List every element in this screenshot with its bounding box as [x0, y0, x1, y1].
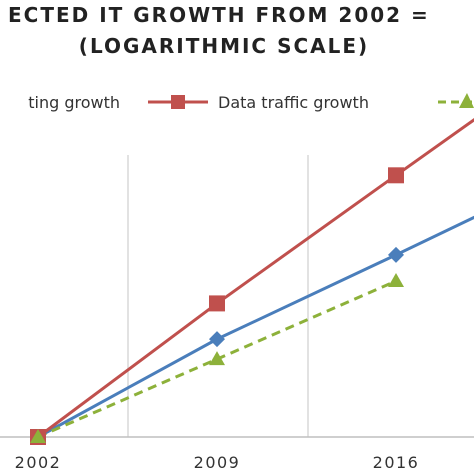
series-line-2: [37, 118, 474, 439]
x-tick-label-2016: 2016: [373, 453, 420, 472]
legend-label-series-1: ting growth: [28, 93, 120, 112]
x-axis-tick-labels: 2002 2009 2016: [15, 453, 420, 472]
chart-title-line1: ECTED IT GROWTH FROM 2002 =: [8, 3, 430, 27]
series-1-point-2009: [209, 331, 225, 348]
legend-marker-series-2: [171, 95, 185, 109]
x-tick-label-2009: 2009: [194, 453, 241, 472]
series-2-point-2009: [209, 295, 225, 312]
series-1-point-2016: [388, 246, 404, 263]
chart-title-line2: (LOGARITHMIC SCALE): [79, 34, 369, 58]
series-layer: [30, 118, 474, 445]
series-2-point-2016: [388, 167, 404, 184]
series-3-point-2009: [209, 351, 225, 366]
legend: ting growth Data traffic growth: [28, 93, 474, 112]
legend-marker-series-3: [459, 93, 474, 108]
series-line-1: [37, 215, 474, 439]
series-3-point-2016: [388, 273, 404, 288]
series-3-point-2002: [30, 429, 46, 443]
x-tick-label-2002: 2002: [15, 453, 62, 472]
legend-label-series-2: Data traffic growth: [218, 93, 369, 112]
plot-area: [0, 118, 474, 445]
